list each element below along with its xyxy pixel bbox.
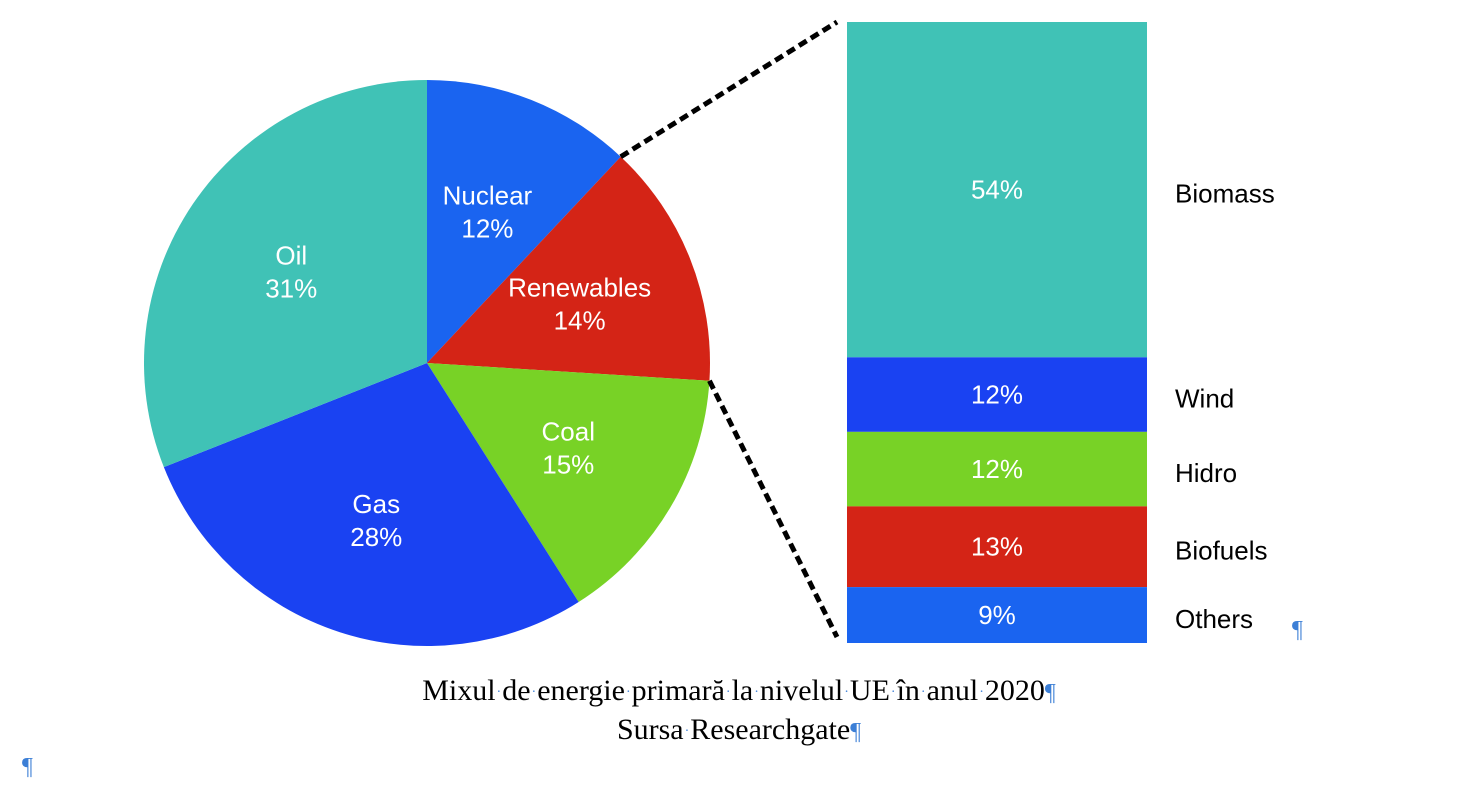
space-mark: · <box>754 685 759 701</box>
connector-lines <box>619 19 840 639</box>
caption-word: Mixul <box>422 674 496 707</box>
space-mark: · <box>531 685 537 701</box>
caption-word: de <box>502 674 531 707</box>
caption-word: la <box>731 674 754 707</box>
slice-value-renewables: 14% <box>554 306 606 336</box>
paragraph-mark-icon: ¶ <box>1044 680 1056 706</box>
pie-slice-renewables <box>427 156 711 381</box>
slice-label-renewables: Renewables <box>508 273 651 303</box>
space-mark: · <box>844 685 849 701</box>
bar-legend: Biomass Wind Hidro Biofuels Others ¶ <box>1175 179 1303 643</box>
bar-segment-hidro <box>847 431 1147 507</box>
space-mark: · <box>725 685 731 701</box>
caption-word: Sursa <box>616 713 684 746</box>
connector-bottom <box>707 379 840 639</box>
legend-biomass: Biomass <box>1175 179 1275 209</box>
caption-word: nivelul <box>759 674 844 707</box>
legend-others: Others <box>1175 604 1253 634</box>
slice-label-nuclear: Nuclear <box>443 180 533 210</box>
bar-value-hidro: 12% <box>971 454 1023 484</box>
space-mark: · <box>979 685 984 701</box>
legend-paragraph-mark-icon: ¶ <box>1292 617 1303 643</box>
energy-mix-chart: Nuclear12%Renewables14%Coal15%Gas28%Oil3… <box>143 19 1303 647</box>
slice-label-oil: Oil <box>275 241 307 271</box>
paragraph-mark-icon: ¶ <box>850 719 862 745</box>
bar-segment-wind <box>847 357 1147 432</box>
bar-segment-biofuels <box>847 506 1147 588</box>
caption-word: Researchgate <box>690 713 851 746</box>
renewables-breakdown-bar: 54% 12% 12% 13% 9% <box>847 22 1147 643</box>
space-mark: · <box>684 724 690 740</box>
space-mark: · <box>920 685 926 701</box>
bar-value-biofuels: 13% <box>971 532 1023 562</box>
slice-value-oil: 31% <box>265 274 317 304</box>
legend-wind: Wind <box>1175 384 1234 414</box>
caption-title: Mixul·de·energie·primară·la·nivelul·UE·î… <box>0 673 1478 711</box>
bar-value-wind: 12% <box>971 380 1023 410</box>
bar-segment-biomass <box>847 22 1147 358</box>
pie-slice-nuclear <box>427 80 621 363</box>
space-mark: · <box>625 685 631 701</box>
caption-word: 2020 <box>984 674 1045 707</box>
legend-biofuels: Biofuels <box>1175 536 1268 566</box>
pie-slice-coal <box>427 363 710 602</box>
caption-word: energie <box>537 674 625 707</box>
bar-value-biomass: 54% <box>971 175 1023 205</box>
paragraph-mark-icon: ¶ <box>22 754 33 780</box>
caption-word: în <box>896 674 920 707</box>
pie-slice-oil <box>143 80 427 468</box>
space-mark: · <box>496 685 502 701</box>
caption-word: anul <box>926 674 979 707</box>
slice-value-nuclear: 12% <box>461 213 513 243</box>
slice-label-coal: Coal <box>542 417 595 447</box>
connector-top <box>619 19 839 159</box>
slice-value-gas: 28% <box>350 522 402 552</box>
pie-slice-gas <box>163 363 579 647</box>
space-mark: · <box>890 685 896 701</box>
slice-value-coal: 15% <box>542 450 594 480</box>
caption-source: Sursa·Researchgate¶ <box>0 712 1478 750</box>
caption-word: primară <box>631 674 725 707</box>
slice-label-gas: Gas <box>352 489 400 519</box>
bar-value-others: 9% <box>978 600 1016 630</box>
caption-word: UE <box>849 674 890 707</box>
legend-hidro: Hidro <box>1175 458 1237 488</box>
bar-segment-others <box>847 587 1147 643</box>
